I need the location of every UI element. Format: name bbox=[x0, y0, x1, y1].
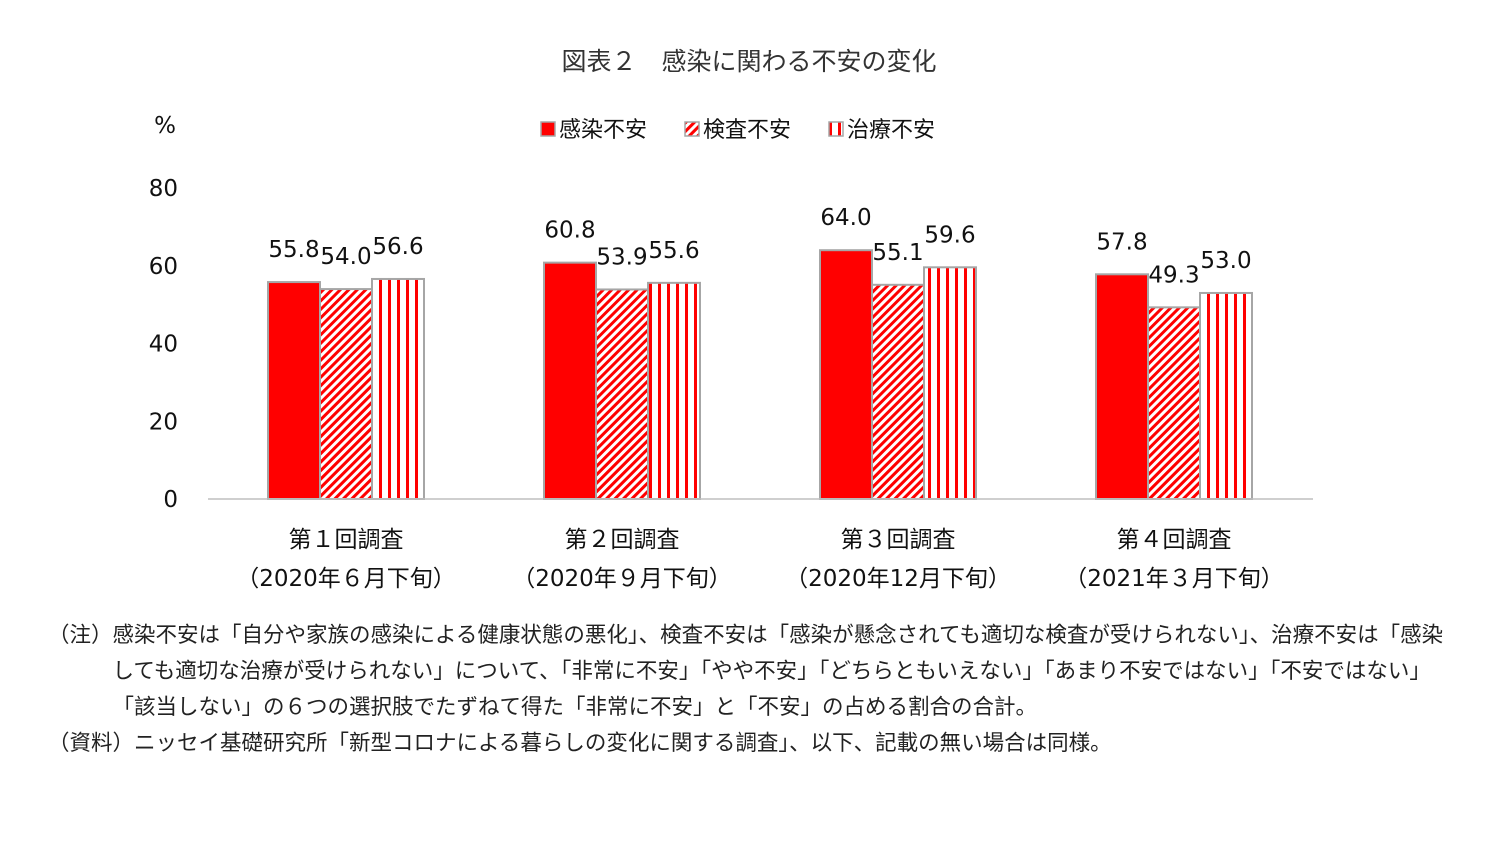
legend-label-infection-anxiety: 感染不安 bbox=[559, 118, 647, 143]
value-label-treatment-anxiety: 55.6 bbox=[648, 238, 699, 264]
legend-label-testing-anxiety: 検査不安 bbox=[703, 118, 791, 143]
notes: （注） 感染不安は「自分や家族の感染による健康状態の悪化」、検査不安は「感染が懸… bbox=[48, 618, 1458, 762]
category-label: 第２回調査 bbox=[565, 527, 680, 553]
source-head: （資料） bbox=[48, 731, 135, 756]
category-sublabel: （2021年３月下旬） bbox=[1064, 566, 1284, 592]
y-axis-unit: % bbox=[154, 113, 176, 139]
legend-swatch-testing-anxiety bbox=[684, 121, 700, 137]
y-tick-label: 60 bbox=[149, 254, 178, 280]
category-labels: 第１回調査 （2020年６月下旬） 第２回調査 （2020年９月下旬） 第３回調査 （20… bbox=[236, 527, 1284, 592]
category-label: 第１回調査 bbox=[289, 527, 404, 553]
y-tick-label: 20 bbox=[149, 409, 178, 435]
legend-label-treatment-anxiety: 治療不安 bbox=[847, 118, 935, 143]
bars bbox=[267, 249, 1253, 501]
legend: 感染不安 検査不安 治療不安 bbox=[540, 118, 935, 143]
value-label-testing-anxiety: 54.0 bbox=[320, 244, 371, 270]
category-sublabel: （2020年６月下旬） bbox=[236, 566, 456, 592]
value-label-testing-anxiety: 49.3 bbox=[1148, 262, 1199, 288]
category-label: 第４回調査 bbox=[1117, 527, 1232, 553]
bar-treatment-anxiety bbox=[923, 266, 977, 500]
y-tick-label: 80 bbox=[149, 176, 178, 202]
bar-treatment-anxiety bbox=[371, 277, 425, 500]
category-sublabel: （2020年９月下旬） bbox=[512, 566, 732, 592]
y-tick-label: 40 bbox=[149, 332, 178, 358]
bar-testing-anxiety bbox=[871, 283, 925, 500]
value-label-treatment-anxiety: 56.6 bbox=[372, 234, 423, 260]
source-text: ニッセイ基礎研究所「新型コロナによる暮らしの変化に関する調査」、以下、記載の無い… bbox=[134, 731, 1112, 756]
value-label-testing-anxiety: 55.1 bbox=[872, 240, 923, 266]
note-head: （注） bbox=[48, 623, 113, 648]
legend-swatch-infection-anxiety bbox=[540, 121, 556, 137]
value-label-infection-anxiety: 60.8 bbox=[544, 218, 595, 244]
bar-infection-anxiety bbox=[1095, 273, 1149, 500]
value-label-infection-anxiety: 57.8 bbox=[1096, 229, 1147, 255]
source-row: （資料） ニッセイ基礎研究所「新型コロナによる暮らしの変化に関する調査」、以下、… bbox=[48, 726, 1458, 762]
bar-infection-anxiety bbox=[543, 261, 597, 501]
note-row: （注） 感染不安は「自分や家族の感染による健康状態の悪化」、検査不安は「感染が懸… bbox=[48, 618, 1458, 726]
bar-chart: % 感染不安 検査不安 治療不安 0 20 40 60 80 55.8 54.0 56.6 60.… bbox=[149, 113, 1313, 592]
bar-treatment-anxiety bbox=[647, 281, 701, 501]
bar-testing-anxiety bbox=[319, 288, 373, 501]
value-label-infection-anxiety: 64.0 bbox=[820, 205, 871, 231]
legend-swatch-treatment-anxiety bbox=[828, 121, 844, 137]
chart-title: 図表２ 感染に関わる不安の変化 bbox=[561, 47, 937, 76]
value-labels: 55.8 54.0 56.6 60.853.9 55.6 64.055.159.6 57.8… bbox=[268, 205, 1251, 288]
category-label: 第３回調査 bbox=[841, 527, 956, 553]
bar-testing-anxiety bbox=[595, 288, 649, 500]
note-text: 感染不安は「自分や家族の感染による健康状態の悪化」、検査不安は「感染が懸念されて… bbox=[112, 623, 1444, 720]
value-label-testing-anxiety: 53.9 bbox=[596, 244, 647, 270]
value-label-treatment-anxiety: 59.6 bbox=[924, 222, 975, 248]
value-label-infection-anxiety: 55.8 bbox=[268, 237, 319, 263]
bar-treatment-anxiety bbox=[1199, 291, 1253, 500]
value-label-treatment-anxiety: 53.0 bbox=[1200, 248, 1251, 274]
y-tick-label: 0 bbox=[163, 487, 178, 513]
bar-testing-anxiety bbox=[1147, 306, 1201, 500]
bar-infection-anxiety bbox=[819, 249, 873, 500]
bar-infection-anxiety bbox=[267, 281, 321, 501]
y-axis: 0 20 40 60 80 bbox=[149, 176, 178, 513]
category-sublabel: （2020年12月下旬） bbox=[785, 566, 1011, 592]
